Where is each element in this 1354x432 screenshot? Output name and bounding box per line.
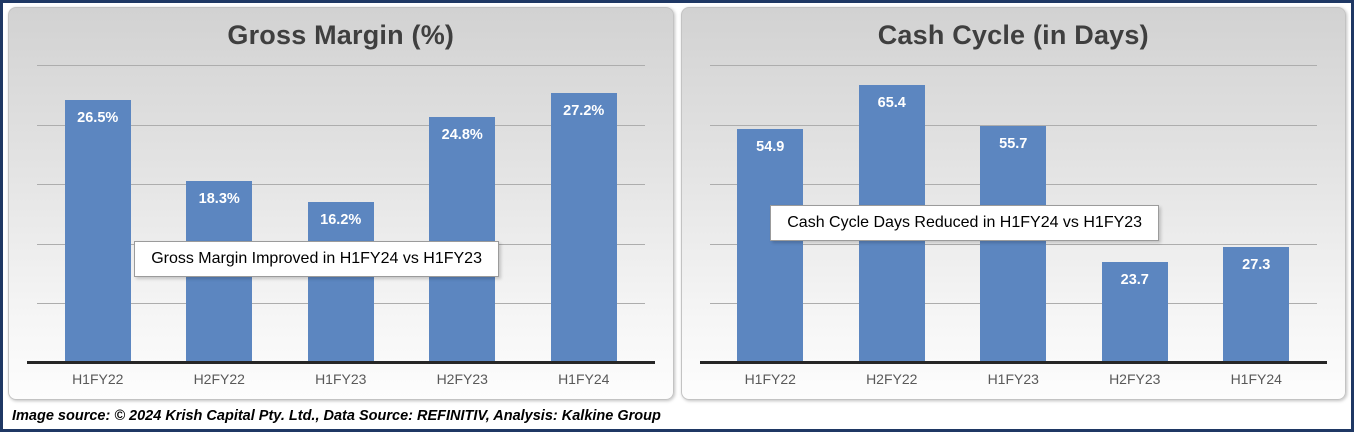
cash-cycle-category-axis: H1FY22 H2FY22 H1FY23 H2FY23 H1FY24 xyxy=(710,363,1318,393)
gross-margin-chart-panel: Gross Margin (%) 26.5% 18.3% 16.2% 24.8% 27.… xyxy=(8,7,674,400)
bar-H1FY22: 26.5% xyxy=(64,99,131,363)
category-label: H1FY22 xyxy=(72,371,124,387)
gross-margin-chart-title: Gross Margin (%) xyxy=(227,20,455,50)
category-label: H1FY22 xyxy=(744,371,796,387)
cash-cycle-bars: 54.9 65.4 55.7 23.7 27.3 xyxy=(710,65,1318,363)
bar-value-label: 16.2% xyxy=(320,212,362,229)
source-caption: Image source: © 2024 Krish Capital Pty. … xyxy=(3,402,1351,429)
category-label: H2FY23 xyxy=(1109,371,1161,387)
bar-value-label: 24.8% xyxy=(441,126,483,143)
bar-value-label: 55.7 xyxy=(999,135,1028,152)
category-label: H1FY23 xyxy=(315,371,367,387)
category-label: H1FY23 xyxy=(987,371,1039,387)
gridline xyxy=(37,184,645,186)
charts-row: Gross Margin (%) 26.5% 18.3% 16.2% 24.8% 27.… xyxy=(3,3,1351,402)
gridline xyxy=(709,124,1317,126)
gridline xyxy=(37,124,645,126)
bar-H1FY22: 54.9 xyxy=(737,129,804,363)
gridline xyxy=(37,65,645,66)
bar-H2FY23: 24.8% xyxy=(429,116,496,363)
bar-value-label: 26.5% xyxy=(77,109,119,126)
cash-cycle-chart-title: Cash Cycle (in Days) xyxy=(877,20,1149,50)
bar-slot: 55.7 xyxy=(953,65,1075,363)
category-label: H1FY24 xyxy=(1230,371,1282,387)
bar-slot: 18.3% xyxy=(159,65,281,363)
cash-cycle-annotation-box: Cash Cycle Days Reduced in H1FY24 vs H1F… xyxy=(770,205,1160,242)
bar-value-label: 18.3% xyxy=(198,191,240,208)
bar-value-label: 27.2% xyxy=(563,102,605,119)
category-label: H1FY24 xyxy=(558,371,610,387)
bar-H1FY23: 55.7 xyxy=(980,125,1047,363)
bar-slot: 27.2% xyxy=(523,65,645,363)
category-label: H2FY22 xyxy=(193,371,245,387)
gridline xyxy=(709,65,1317,66)
bar-slot: 24.8% xyxy=(402,65,524,363)
bar-slot: 54.9 xyxy=(710,65,832,363)
bar-H2FY23: 23.7 xyxy=(1101,262,1168,363)
bar-slot: 26.5% xyxy=(37,65,159,363)
bar-slot: 23.7 xyxy=(1074,65,1196,363)
cash-cycle-chart-panel: Cash Cycle (in Days) 54.9 65.4 55.7 23.7 27.… xyxy=(680,7,1346,400)
category-label: H2FY23 xyxy=(436,371,488,387)
bar-H1FY24: 27.3 xyxy=(1223,246,1290,363)
x-axis-line xyxy=(699,361,1327,364)
gross-margin-category-axis: H1FY22 H2FY22 H1FY23 H2FY23 H1FY24 xyxy=(37,363,645,393)
x-axis-line xyxy=(27,361,655,364)
bar-slot: 27.3 xyxy=(1196,65,1318,363)
bar-value-label: 23.7 xyxy=(1120,272,1149,289)
bar-value-label: 27.3 xyxy=(1242,256,1271,273)
gross-margin-bars: 26.5% 18.3% 16.2% 24.8% 27.2% xyxy=(37,65,645,363)
category-label: H2FY22 xyxy=(866,371,918,387)
gross-margin-plot-area: 26.5% 18.3% 16.2% 24.8% 27.2% Gross Margin I… xyxy=(27,65,655,364)
bar-slot: 16.2% xyxy=(280,65,402,363)
gross-margin-annotation-box: Gross Margin Improved in H1FY24 vs H1FY2… xyxy=(134,240,499,277)
bar-H1FY24: 27.2% xyxy=(550,92,617,363)
bar-value-label: 54.9 xyxy=(756,139,785,156)
bar-H1FY23: 16.2% xyxy=(307,202,374,363)
cash-cycle-plot-area: 54.9 65.4 55.7 23.7 27.3 Cash Cycle Days Red… xyxy=(699,65,1327,364)
bar-value-label: 65.4 xyxy=(877,94,906,111)
